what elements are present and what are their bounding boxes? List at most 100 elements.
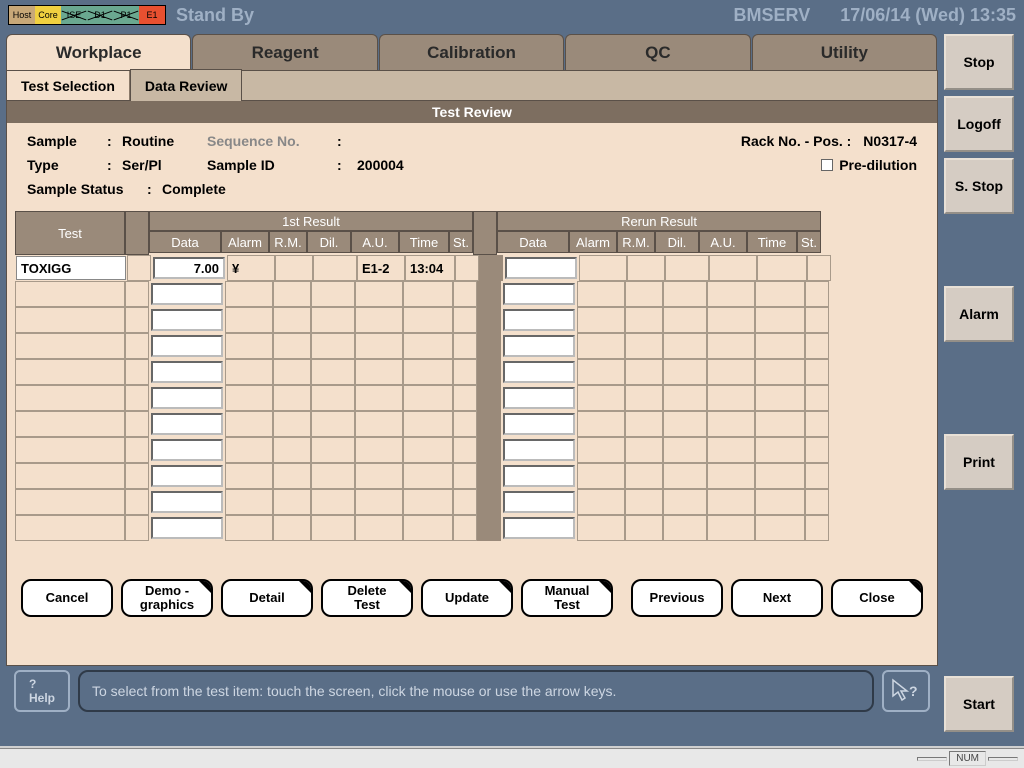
cell-data[interactable] — [151, 361, 223, 383]
cell-r-data[interactable] — [503, 283, 575, 305]
logoff-button[interactable]: Logoff — [944, 96, 1014, 152]
cell-r-data[interactable] — [503, 335, 575, 357]
cell-r-data[interactable] — [505, 257, 577, 279]
cursor-help-button[interactable]: ? — [882, 670, 930, 712]
cell-rm — [273, 307, 311, 333]
cell-check[interactable] — [125, 359, 149, 385]
cell-r-data[interactable] — [503, 387, 575, 409]
cell-r-rm — [625, 463, 663, 489]
cell-check[interactable] — [125, 385, 149, 411]
cell-r-data[interactable] — [503, 413, 575, 435]
table-row[interactable] — [15, 515, 831, 541]
cell-r-data[interactable] — [503, 491, 575, 513]
tab-qc[interactable]: QC — [565, 34, 750, 70]
detail-button[interactable]: Detail — [221, 579, 313, 617]
cell-r-time — [755, 411, 805, 437]
cell-check[interactable] — [125, 307, 149, 333]
cell-dil — [311, 281, 355, 307]
cell-r-data[interactable] — [503, 309, 575, 331]
next-button[interactable]: Next — [731, 579, 823, 617]
cell-r-st — [805, 411, 829, 437]
update-button[interactable]: Update — [421, 579, 513, 617]
cell-dil — [311, 411, 355, 437]
cell-test[interactable] — [15, 515, 125, 541]
cell-r-data[interactable] — [503, 439, 575, 461]
delete-test-button[interactable]: Delete Test — [321, 579, 413, 617]
tab-utility[interactable]: Utility — [752, 34, 937, 70]
table-row[interactable] — [15, 307, 831, 333]
cell-data[interactable] — [151, 335, 223, 357]
cursor-question-icon: ? — [891, 678, 921, 704]
alarm-button[interactable]: Alarm — [944, 286, 1014, 342]
tab-calibration[interactable]: Calibration — [379, 34, 564, 70]
subtab-data-review[interactable]: Data Review — [130, 69, 242, 101]
manual-test-button[interactable]: Manual Test — [521, 579, 613, 617]
cell-test[interactable] — [15, 359, 125, 385]
previous-button[interactable]: Previous — [631, 579, 723, 617]
cancel-button[interactable]: Cancel — [21, 579, 113, 617]
cell-check[interactable] — [125, 333, 149, 359]
tab-workplace[interactable]: Workplace — [6, 34, 191, 70]
cell-r-time — [755, 489, 805, 515]
table-row[interactable]: TOXIGG7.00¥E1-213:04 — [15, 255, 831, 281]
cell-test[interactable] — [15, 385, 125, 411]
cell-check[interactable] — [125, 437, 149, 463]
table-row[interactable] — [15, 385, 831, 411]
cell-test[interactable] — [15, 463, 125, 489]
cell-rm — [273, 281, 311, 307]
cell-data[interactable] — [151, 309, 223, 331]
table-row[interactable] — [15, 437, 831, 463]
print-button[interactable]: Print — [944, 434, 1014, 490]
cell-data[interactable] — [151, 413, 223, 435]
user-label: BMSERV — [734, 5, 811, 26]
cell-check[interactable] — [125, 411, 149, 437]
cell-dil — [311, 359, 355, 385]
seq-label: Sequence No. — [207, 133, 337, 149]
cell-test[interactable] — [15, 281, 125, 307]
help-button[interactable]: ? Help — [14, 670, 70, 712]
cell-r-data[interactable] — [503, 465, 575, 487]
demographics-button[interactable]: Demo - graphics — [121, 579, 213, 617]
cell-test[interactable]: TOXIGG — [16, 256, 126, 280]
table-row[interactable] — [15, 463, 831, 489]
cell-au — [355, 281, 403, 307]
sid-label: Sample ID — [207, 157, 337, 173]
tab-reagent[interactable]: Reagent — [192, 34, 377, 70]
table-row[interactable] — [15, 359, 831, 385]
cell-check[interactable] — [125, 489, 149, 515]
cell-test[interactable] — [15, 411, 125, 437]
cell-test[interactable] — [15, 489, 125, 515]
stop-button[interactable]: Stop — [944, 34, 1014, 90]
table-row[interactable] — [15, 281, 831, 307]
table-row[interactable] — [15, 411, 831, 437]
cell-test[interactable] — [15, 333, 125, 359]
predilution-checkbox[interactable] — [821, 159, 833, 171]
cell-data[interactable] — [151, 517, 223, 539]
sample-stop-button[interactable]: S. Stop — [944, 158, 1014, 214]
cell-r-alarm — [577, 411, 625, 437]
cell-r-data[interactable] — [503, 361, 575, 383]
cell-gap — [477, 489, 501, 515]
close-button[interactable]: Close — [831, 579, 923, 617]
cell-check[interactable] — [125, 515, 149, 541]
sample-value: Routine — [122, 133, 207, 149]
cell-r-data[interactable] — [503, 517, 575, 539]
cell-check[interactable] — [125, 463, 149, 489]
table-row[interactable] — [15, 489, 831, 515]
table-row[interactable] — [15, 333, 831, 359]
cell-data[interactable] — [151, 439, 223, 461]
cell-data[interactable] — [151, 491, 223, 513]
cell-r-au — [707, 437, 755, 463]
predilution-label: Pre-dilution — [839, 157, 917, 173]
cell-data[interactable]: 7.00 — [153, 257, 225, 279]
subtab-test-selection[interactable]: Test Selection — [7, 71, 130, 100]
cell-check[interactable] — [127, 255, 151, 281]
cell-test[interactable] — [15, 307, 125, 333]
cell-test[interactable] — [15, 437, 125, 463]
cell-data[interactable] — [151, 283, 223, 305]
cell-data[interactable] — [151, 465, 223, 487]
cell-st — [455, 255, 479, 281]
cell-check[interactable] — [125, 281, 149, 307]
cell-data[interactable] — [151, 387, 223, 409]
start-button[interactable]: Start — [944, 676, 1014, 732]
